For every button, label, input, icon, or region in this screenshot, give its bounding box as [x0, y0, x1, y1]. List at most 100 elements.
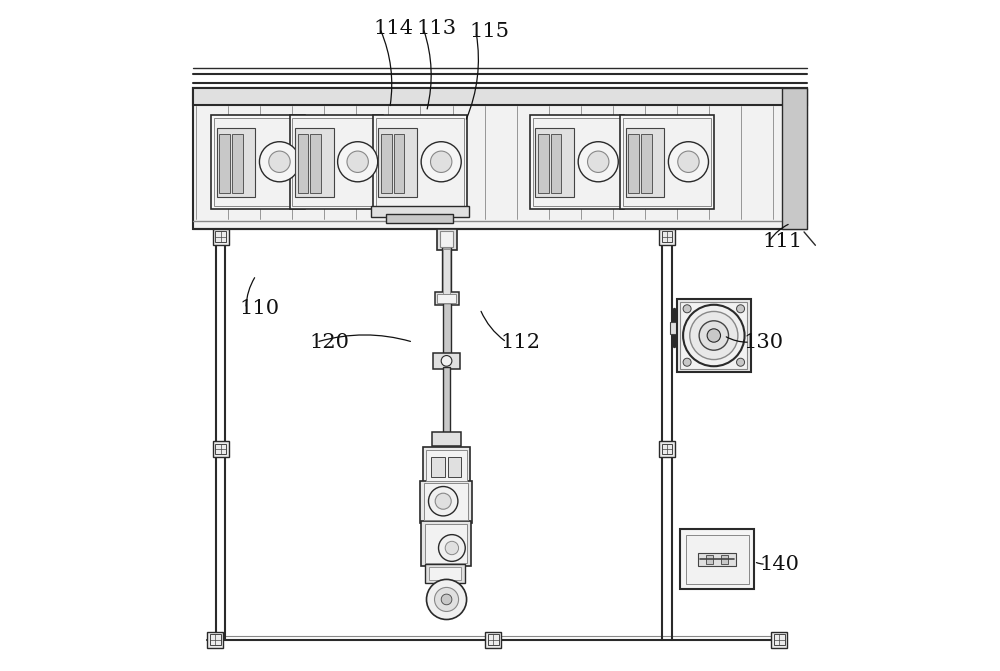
Bar — [488, 634, 499, 645]
Bar — [432, 432, 461, 446]
Bar — [623, 117, 711, 206]
Bar — [424, 483, 468, 520]
Text: 113: 113 — [416, 19, 457, 38]
Bar — [677, 299, 751, 372]
Circle shape — [683, 305, 691, 313]
Text: 120: 120 — [310, 333, 350, 352]
Circle shape — [429, 486, 458, 516]
Circle shape — [668, 142, 708, 182]
Bar — [394, 134, 404, 193]
Text: 111: 111 — [762, 232, 802, 252]
Bar — [626, 128, 664, 197]
Bar — [706, 555, 713, 564]
Circle shape — [699, 321, 729, 350]
Bar — [659, 229, 675, 245]
Circle shape — [737, 358, 745, 366]
Bar — [620, 115, 714, 209]
Bar — [232, 134, 243, 193]
Bar — [698, 553, 736, 566]
Circle shape — [439, 535, 465, 562]
Bar — [386, 214, 453, 223]
Bar — [485, 631, 501, 648]
Circle shape — [431, 151, 452, 172]
Bar — [193, 89, 807, 105]
Bar — [551, 134, 561, 193]
Bar — [721, 555, 728, 564]
Bar — [771, 631, 787, 648]
Bar — [219, 134, 230, 193]
Text: 114: 114 — [373, 19, 413, 38]
Bar — [662, 231, 672, 242]
Circle shape — [347, 151, 368, 172]
Bar — [641, 134, 652, 193]
Bar — [215, 444, 226, 454]
Bar — [538, 134, 549, 193]
Bar — [207, 631, 223, 648]
Bar — [440, 231, 453, 248]
Bar — [659, 441, 675, 457]
Bar — [378, 128, 417, 197]
Bar — [662, 444, 672, 454]
Text: 130: 130 — [743, 333, 783, 352]
Bar — [533, 117, 621, 206]
Circle shape — [441, 594, 452, 605]
Bar — [214, 117, 302, 206]
Circle shape — [678, 151, 699, 172]
Bar — [295, 128, 334, 197]
Bar — [680, 302, 747, 369]
Bar — [628, 134, 639, 193]
Bar — [420, 481, 472, 523]
Bar — [443, 367, 450, 435]
Bar — [433, 353, 460, 369]
Bar — [431, 457, 445, 477]
Bar — [443, 303, 451, 356]
Bar — [429, 567, 461, 580]
Text: 110: 110 — [239, 299, 280, 318]
Bar — [680, 529, 754, 589]
Circle shape — [683, 305, 745, 366]
Text: 140: 140 — [759, 554, 799, 574]
Circle shape — [435, 493, 451, 509]
Circle shape — [269, 151, 290, 172]
Bar — [213, 441, 229, 457]
Bar — [442, 248, 451, 295]
Text: 112: 112 — [500, 333, 540, 352]
Bar — [217, 128, 255, 197]
Bar — [443, 249, 450, 294]
Bar — [193, 89, 807, 229]
Bar — [211, 115, 305, 209]
Bar — [215, 231, 226, 242]
Circle shape — [441, 356, 452, 366]
Circle shape — [259, 142, 300, 182]
Bar — [437, 294, 456, 303]
Bar — [423, 447, 470, 484]
Circle shape — [690, 311, 738, 360]
Bar — [421, 521, 471, 566]
Bar — [782, 89, 807, 229]
Bar — [373, 115, 467, 209]
Circle shape — [445, 541, 459, 555]
Text: 115: 115 — [469, 22, 509, 41]
Bar — [292, 117, 380, 206]
Bar — [213, 229, 229, 245]
Bar — [425, 564, 465, 582]
Bar — [670, 322, 677, 334]
Circle shape — [737, 305, 745, 313]
Bar — [535, 128, 574, 197]
Bar — [426, 450, 467, 480]
Bar — [530, 115, 624, 209]
Bar — [774, 634, 785, 645]
Bar — [290, 115, 383, 209]
Circle shape — [588, 151, 609, 172]
Circle shape — [683, 358, 691, 366]
Bar — [425, 524, 467, 563]
Circle shape — [707, 329, 721, 342]
Bar — [381, 134, 392, 193]
Circle shape — [435, 587, 459, 611]
Bar — [686, 535, 749, 584]
Bar — [437, 229, 457, 250]
Bar — [310, 134, 321, 193]
Circle shape — [338, 142, 378, 182]
Bar — [448, 457, 461, 477]
Bar — [435, 292, 459, 305]
